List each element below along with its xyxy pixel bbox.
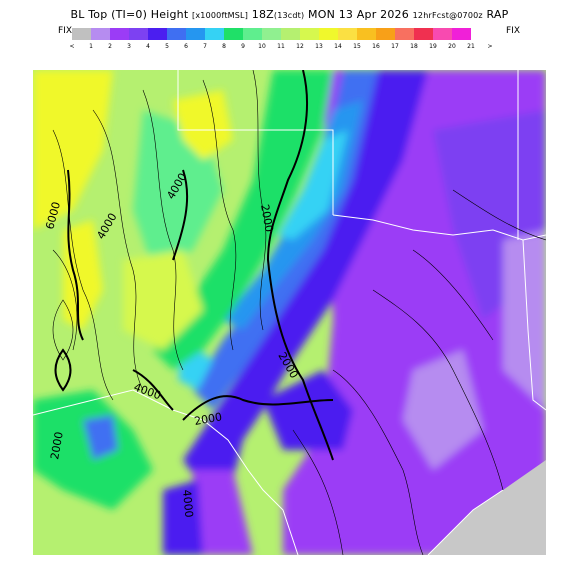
scale-tick-label: 14: [334, 43, 342, 50]
scale-tick-label: 15: [353, 43, 361, 50]
contour-label: 2000: [258, 203, 276, 233]
region-lime: [123, 250, 203, 350]
scale-tick-label: 4: [146, 43, 150, 50]
region-lavender-e: [503, 230, 546, 410]
scale-tick-label: 17: [391, 43, 399, 50]
color-swatch: [357, 28, 376, 40]
contour-label: 4000: [180, 489, 195, 518]
title-fcst: 12hrFcst@0700z: [412, 11, 483, 20]
region-lavender-c: [403, 350, 483, 470]
title-main: BL Top (TI=0) Height: [70, 8, 189, 21]
contour-4000-b: [172, 169, 189, 261]
contour-4000-a: [67, 169, 84, 341]
weather-map: 6000 4000 4000 2000 2000 4000 2000 4000 …: [33, 70, 546, 555]
contour-2000-b: [182, 395, 334, 421]
color-swatch: [433, 28, 452, 40]
fix-label-left: FIX: [58, 26, 72, 36]
color-swatch: [281, 28, 300, 40]
color-swatch: [91, 28, 110, 40]
contour-4000-c: [132, 369, 174, 411]
color-swatch: [376, 28, 395, 40]
scale-tick-label: 3: [127, 43, 131, 50]
scale-tick-label: 8: [222, 43, 226, 50]
color-swatch: [300, 28, 319, 40]
color-swatch: [167, 28, 186, 40]
coastline: [427, 489, 504, 555]
scale-tick-label: 5: [165, 43, 169, 50]
color-swatch: [452, 28, 471, 40]
map-title: BL Top (TI=0) Height [x1000ftMSL] 18Z(13…: [0, 8, 579, 21]
region-sw-blue: [83, 415, 118, 460]
border-la: [522, 239, 546, 411]
scale-tick-label: >: [487, 43, 493, 50]
region-blue-blob: [263, 370, 353, 450]
color-swatch: [338, 28, 357, 40]
scale-tick-label: 10: [258, 43, 266, 50]
state-borders: [33, 70, 546, 555]
scale-tick-label: 18: [410, 43, 418, 50]
color-swatch: [110, 28, 129, 40]
title-date: MON 13 Apr 2026: [308, 8, 409, 21]
color-swatch: [205, 28, 224, 40]
color-swatch: [414, 28, 433, 40]
scale-tick-label: <: [69, 43, 75, 50]
region-sw-blue2: [163, 480, 203, 555]
color-swatch: [243, 28, 262, 40]
contour-6000: [54, 348, 72, 392]
map-panel: 6000 4000 4000 2000 2000 4000 2000 4000 …: [33, 70, 546, 555]
scale-tick-label: 1: [89, 43, 93, 50]
title-units: [x1000ftMSL]: [192, 11, 249, 20]
scale-tick-label: 19: [429, 43, 437, 50]
color-swatch: [395, 28, 414, 40]
color-scale-bar: [72, 28, 471, 40]
contour-label: 2000: [48, 431, 66, 461]
title-model: RAP: [486, 8, 509, 21]
color-swatch: [224, 28, 243, 40]
gulf-of-mexico: [428, 460, 546, 555]
thin-contours: [52, 70, 546, 555]
scale-tick-label: 21: [467, 43, 475, 50]
border-rio-grande: [172, 409, 299, 555]
scale-tick-label: 12: [296, 43, 304, 50]
border-mx-nm: [33, 389, 174, 416]
color-swatch: [262, 28, 281, 40]
region-yellow-n: [173, 90, 233, 160]
scale-tick-label: 13: [315, 43, 323, 50]
scale-tick-label: 20: [448, 43, 456, 50]
color-swatch: [186, 28, 205, 40]
contour-label: 2000: [193, 410, 223, 428]
color-swatch: [319, 28, 338, 40]
scale-tick-label: 2: [108, 43, 112, 50]
color-scale-ticks: <1 2 3 4 5 6 7 8 9 10 11 12 13 14 15 16 17 18 19 20 21 >: [62, 43, 512, 53]
color-swatch: [148, 28, 167, 40]
thick-contours: [54, 70, 334, 461]
scale-tick-label: 6: [184, 43, 188, 50]
region-cyan: [278, 130, 348, 240]
region-sw-purple: [193, 470, 253, 555]
title-time: 18Z: [251, 8, 274, 21]
scale-tick-label: 9: [241, 43, 245, 50]
scale-tick-label: 16: [372, 43, 380, 50]
scale-tick-label: 7: [203, 43, 207, 50]
title-cdt: (13cdt): [273, 11, 305, 20]
color-swatch: [129, 28, 148, 40]
fix-label-right: FIX: [506, 26, 520, 36]
scale-tick-label: 11: [277, 43, 285, 50]
color-swatch: [72, 28, 91, 40]
border-ok-tx: [177, 70, 334, 215]
